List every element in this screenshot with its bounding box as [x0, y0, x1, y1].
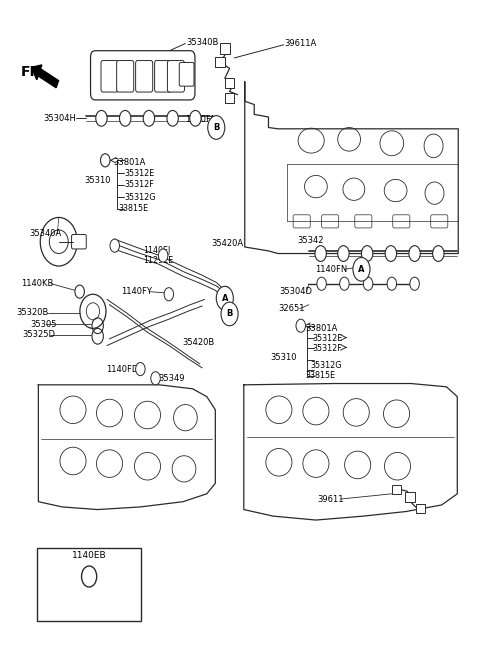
Text: 33801A: 33801A	[113, 158, 145, 167]
Circle shape	[96, 111, 107, 126]
Text: 35340A: 35340A	[29, 229, 61, 238]
Text: 1140FY: 1140FY	[121, 287, 152, 296]
Text: A: A	[358, 265, 365, 274]
Circle shape	[151, 371, 160, 385]
Circle shape	[317, 277, 326, 291]
Text: 35304D: 35304D	[279, 287, 312, 296]
Text: 35320B: 35320B	[16, 308, 48, 317]
Text: 35420A: 35420A	[212, 238, 244, 248]
Text: 1140KB: 1140KB	[21, 279, 53, 288]
FancyBboxPatch shape	[355, 214, 372, 228]
FancyBboxPatch shape	[72, 234, 86, 249]
FancyBboxPatch shape	[136, 60, 153, 92]
Bar	[37, 547, 141, 621]
Circle shape	[216, 287, 233, 310]
FancyBboxPatch shape	[101, 60, 118, 92]
Circle shape	[190, 111, 201, 126]
Text: 35310: 35310	[84, 175, 111, 185]
Text: 1140FN: 1140FN	[315, 265, 347, 274]
Text: 35312G: 35312G	[310, 361, 342, 370]
FancyBboxPatch shape	[168, 60, 184, 92]
Circle shape	[143, 111, 155, 126]
Circle shape	[363, 277, 373, 291]
FancyBboxPatch shape	[117, 60, 134, 92]
Circle shape	[315, 246, 326, 261]
Text: 35340B: 35340B	[186, 38, 218, 46]
Circle shape	[164, 288, 174, 301]
Text: 33815E: 33815E	[305, 371, 336, 380]
Circle shape	[410, 277, 420, 291]
Text: 35420B: 35420B	[182, 338, 215, 347]
Text: 35305: 35305	[30, 320, 57, 329]
Circle shape	[208, 116, 225, 139]
FancyBboxPatch shape	[431, 214, 448, 228]
Circle shape	[340, 277, 349, 291]
Text: 1140EJ: 1140EJ	[143, 246, 170, 256]
Text: 1129EE: 1129EE	[143, 256, 173, 265]
Circle shape	[387, 277, 396, 291]
Text: 35312F: 35312F	[124, 180, 154, 189]
Circle shape	[361, 246, 373, 261]
Circle shape	[167, 111, 179, 126]
FancyBboxPatch shape	[293, 214, 310, 228]
Bar	[405, 493, 415, 502]
Bar	[392, 485, 401, 494]
Bar	[216, 57, 225, 67]
Circle shape	[136, 363, 145, 375]
Text: 35312E: 35312E	[312, 334, 342, 343]
Circle shape	[110, 239, 120, 252]
Text: 35342: 35342	[297, 236, 324, 245]
Circle shape	[221, 287, 230, 299]
Bar	[225, 77, 234, 88]
Circle shape	[100, 154, 110, 167]
Circle shape	[158, 249, 168, 262]
Circle shape	[75, 285, 84, 298]
Circle shape	[120, 111, 131, 126]
Circle shape	[432, 246, 444, 261]
Text: 35349: 35349	[158, 374, 185, 383]
Text: 32651: 32651	[278, 304, 304, 313]
Circle shape	[221, 302, 238, 326]
Text: 1140FN: 1140FN	[185, 115, 217, 124]
Text: 33801A: 33801A	[305, 324, 338, 333]
Circle shape	[296, 319, 305, 332]
Text: 35310: 35310	[270, 353, 297, 361]
FancyArrow shape	[32, 65, 59, 88]
FancyBboxPatch shape	[179, 62, 194, 86]
Text: 35312F: 35312F	[312, 344, 342, 353]
FancyBboxPatch shape	[393, 214, 410, 228]
Text: A: A	[222, 294, 228, 303]
FancyBboxPatch shape	[91, 51, 195, 100]
Text: 1140FD: 1140FD	[106, 365, 139, 373]
Circle shape	[353, 258, 370, 281]
Bar	[416, 504, 425, 514]
Text: B: B	[213, 123, 219, 132]
Text: 35312G: 35312G	[124, 193, 156, 202]
Text: FR.: FR.	[21, 65, 47, 79]
Circle shape	[338, 246, 349, 261]
Bar	[220, 44, 229, 54]
Circle shape	[409, 246, 420, 261]
Text: 35325D: 35325D	[23, 330, 56, 340]
Text: B: B	[227, 309, 233, 318]
Text: 33815E: 33815E	[119, 205, 149, 213]
FancyBboxPatch shape	[155, 60, 172, 92]
Bar	[225, 93, 234, 103]
Text: 39611A: 39611A	[285, 39, 317, 48]
Text: 35304H: 35304H	[43, 114, 76, 123]
FancyBboxPatch shape	[322, 214, 339, 228]
Text: 35312E: 35312E	[124, 169, 155, 178]
Text: 39611: 39611	[317, 495, 343, 504]
Circle shape	[385, 246, 396, 261]
Text: 1140EB: 1140EB	[72, 551, 107, 560]
